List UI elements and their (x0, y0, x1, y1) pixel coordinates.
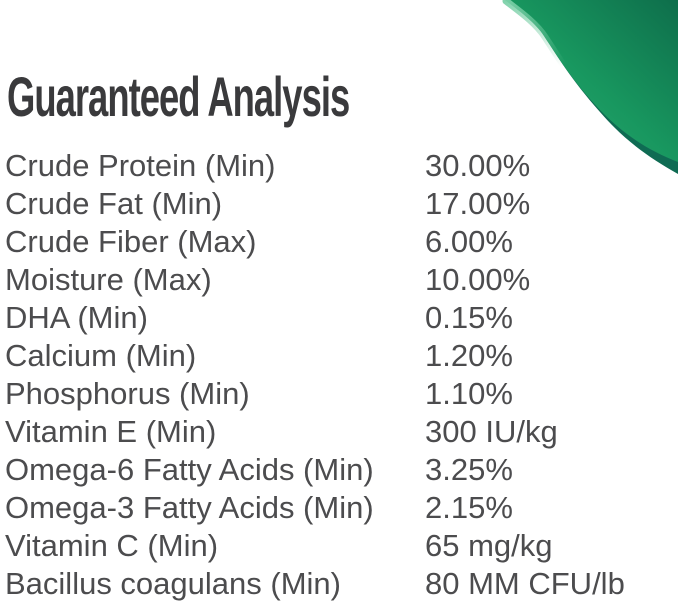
nutrient-value: 17.00% (425, 186, 531, 221)
analysis-row: Omega-3 Fatty Acids (Min) 2.15% (5, 489, 673, 527)
green-wave-decoration (502, 0, 678, 174)
analysis-row: Crude Protein (Min) 30.00% (5, 147, 673, 185)
nutrient-label: Omega-3 Fatty Acids (Min) (5, 490, 374, 525)
analysis-row: Calcium (Min) 1.20% (5, 337, 673, 375)
analysis-row: Phosphorus (Min) 1.10% (5, 375, 673, 413)
analysis-row: Crude Fat (Min) 17.00% (5, 185, 673, 223)
nutrient-value: 1.20% (425, 338, 513, 373)
nutrient-value: 6.00% (425, 224, 513, 259)
page-title: Guaranteed Analysis (7, 65, 350, 128)
nutrient-value: 80 MM CFU/lb (425, 566, 625, 601)
nutrient-label: Omega-6 Fatty Acids (Min) (5, 452, 374, 487)
analysis-row: Vitamin C (Min) 65 mg/kg (5, 527, 673, 565)
nutrient-label: Vitamin E (Min) (5, 414, 217, 449)
nutrient-label: Bacillus coagulans (Min) (5, 566, 341, 601)
nutrient-value: 1.10% (425, 376, 513, 411)
nutrient-label: Crude Protein (Min) (5, 148, 276, 183)
nutrient-label: DHA (Min) (5, 300, 148, 335)
nutrient-value: 300 IU/kg (425, 414, 558, 449)
nutrient-label: Vitamin C (Min) (5, 528, 219, 563)
analysis-row: Omega-6 Fatty Acids (Min) 3.25% (5, 451, 673, 489)
nutrient-label: Crude Fiber (Max) (5, 224, 257, 259)
analysis-table: Crude Protein (Min) 30.00% Crude Fat (Mi… (5, 147, 673, 603)
analysis-row: Vitamin E (Min) 300 IU/kg (5, 413, 673, 451)
nutrient-value: 10.00% (425, 262, 531, 297)
nutrient-value: 2.15% (425, 490, 513, 525)
analysis-row: Crude Fiber (Max) 6.00% (5, 223, 673, 261)
nutrient-label: Calcium (Min) (5, 338, 197, 373)
analysis-row: Bacillus coagulans (Min) 80 MM CFU/lb (5, 565, 673, 603)
nutrient-value: 3.25% (425, 452, 513, 487)
analysis-row: Moisture (Max) 10.00% (5, 261, 673, 299)
nutrient-label: Crude Fat (Min) (5, 186, 223, 221)
nutrient-value: 0.15% (425, 300, 513, 335)
nutrient-value: 30.00% (425, 148, 531, 183)
nutrient-value: 65 mg/kg (425, 528, 553, 563)
nutrient-label: Moisture (Max) (5, 262, 212, 297)
analysis-row: DHA (Min) 0.15% (5, 299, 673, 337)
wave-highlight-icon (502, 0, 578, 84)
nutrient-label: Phosphorus (Min) (5, 376, 250, 411)
